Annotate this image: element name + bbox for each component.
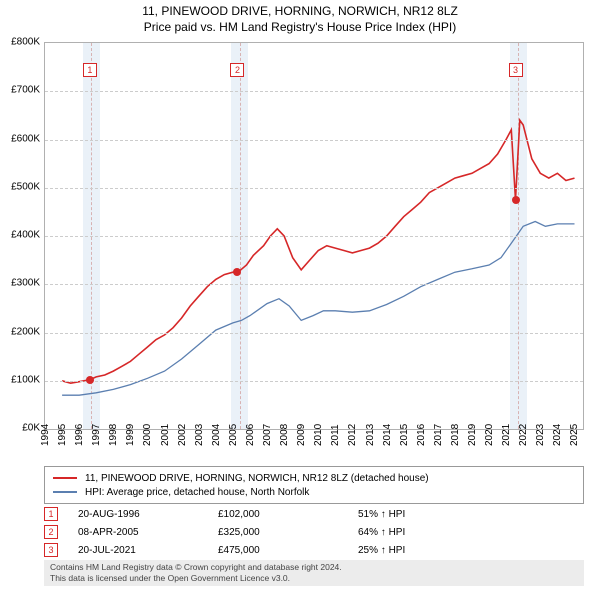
gridline [45, 236, 583, 237]
x-tick-label: 1995 [57, 424, 68, 446]
gridline [45, 381, 583, 382]
marker-label: 2 [230, 63, 244, 77]
marker-price: £475,000 [218, 545, 358, 556]
x-tick-label: 2001 [160, 424, 171, 446]
legend-item: HPI: Average price, detached house, Nort… [53, 485, 575, 499]
x-axis-labels: 1994199519961997199819992000200120022003… [44, 432, 584, 460]
y-tick-label: £300K [0, 278, 40, 289]
marker-dot [86, 376, 94, 384]
y-tick-label: £400K [0, 230, 40, 241]
marker-table-row: 1 20-AUG-1996£102,00051% ↑ HPI [44, 505, 584, 523]
x-tick-label: 2018 [450, 424, 461, 446]
gridline [45, 188, 583, 189]
marker-date: 20-JUL-2021 [78, 545, 218, 556]
x-tick-label: 2013 [365, 424, 376, 446]
x-tick-label: 2015 [399, 424, 410, 446]
x-tick-label: 2019 [467, 424, 478, 446]
y-tick-label: £500K [0, 181, 40, 192]
x-tick-label: 1999 [125, 424, 136, 446]
marker-price: £102,000 [218, 509, 358, 520]
x-tick-label: 2023 [535, 424, 546, 446]
footer-line2: This data is licensed under the Open Gov… [50, 573, 578, 584]
y-tick-label: £100K [0, 374, 40, 385]
marker-date: 20-AUG-1996 [78, 509, 218, 520]
marker-table-number: 2 [44, 525, 58, 539]
gridline [45, 91, 583, 92]
marker-price: £325,000 [218, 527, 358, 538]
marker-table-number: 3 [44, 543, 58, 557]
marker-table: 1 20-AUG-1996£102,00051% ↑ HPI 2 08-APR-200… [44, 505, 584, 559]
x-tick-label: 2010 [313, 424, 324, 446]
x-tick-label: 2003 [194, 424, 205, 446]
marker-hpi: 64% ↑ HPI [358, 527, 405, 538]
legend-label: HPI: Average price, detached house, Nort… [85, 487, 309, 498]
x-tick-label: 2014 [382, 424, 393, 446]
series-price_paid [62, 120, 574, 383]
x-tick-label: 2009 [296, 424, 307, 446]
marker-table-row: 3 20-JUL-2021£475,00025% ↑ HPI [44, 541, 584, 559]
gridline [45, 140, 583, 141]
marker-dot [512, 196, 520, 204]
chart-title-sub: Price paid vs. HM Land Registry's House … [0, 20, 600, 34]
y-tick-label: £0K [0, 423, 40, 434]
x-tick-label: 2011 [330, 424, 341, 446]
x-tick-label: 2008 [279, 424, 290, 446]
x-tick-label: 1998 [108, 424, 119, 446]
y-tick-label: £800K [0, 37, 40, 48]
x-tick-label: 2021 [501, 424, 512, 446]
legend-box: 11, PINEWOOD DRIVE, HORNING, NORWICH, NR… [44, 466, 584, 504]
chart-plot-area: 1 2 3 [44, 42, 584, 430]
x-tick-label: 2016 [416, 424, 427, 446]
x-tick-label: 2000 [142, 424, 153, 446]
x-tick-label: 2012 [347, 424, 358, 446]
y-tick-label: £200K [0, 326, 40, 337]
footer-attribution: Contains HM Land Registry data © Crown c… [44, 560, 584, 586]
x-tick-label: 1994 [40, 424, 51, 446]
legend-swatch [53, 477, 77, 479]
y-tick-label: £600K [0, 133, 40, 144]
x-tick-label: 2005 [228, 424, 239, 446]
marker-table-row: 2 08-APR-2005£325,00064% ↑ HPI [44, 523, 584, 541]
x-tick-label: 1996 [74, 424, 85, 446]
x-tick-label: 2017 [433, 424, 444, 446]
y-tick-label: £700K [0, 85, 40, 96]
x-tick-label: 2006 [245, 424, 256, 446]
gridline [45, 333, 583, 334]
marker-hpi: 51% ↑ HPI [358, 509, 405, 520]
footer-line1: Contains HM Land Registry data © Crown c… [50, 562, 578, 573]
legend-swatch [53, 491, 77, 493]
marker-dot [233, 268, 241, 276]
x-tick-label: 2020 [484, 424, 495, 446]
legend-item: 11, PINEWOOD DRIVE, HORNING, NORWICH, NR… [53, 471, 575, 485]
series-hpi [62, 222, 574, 396]
x-tick-label: 2024 [552, 424, 563, 446]
x-tick-label: 2004 [211, 424, 222, 446]
marker-label: 3 [509, 63, 523, 77]
x-tick-label: 2022 [518, 424, 529, 446]
marker-hpi: 25% ↑ HPI [358, 545, 405, 556]
marker-table-number: 1 [44, 507, 58, 521]
x-tick-label: 1997 [91, 424, 102, 446]
chart-title-address: 11, PINEWOOD DRIVE, HORNING, NORWICH, NR… [0, 4, 600, 18]
x-tick-label: 2025 [569, 424, 580, 446]
legend-label: 11, PINEWOOD DRIVE, HORNING, NORWICH, NR… [85, 473, 429, 484]
x-tick-label: 2007 [262, 424, 273, 446]
x-tick-label: 2002 [177, 424, 188, 446]
gridline [45, 284, 583, 285]
marker-label: 1 [83, 63, 97, 77]
marker-date: 08-APR-2005 [78, 527, 218, 538]
